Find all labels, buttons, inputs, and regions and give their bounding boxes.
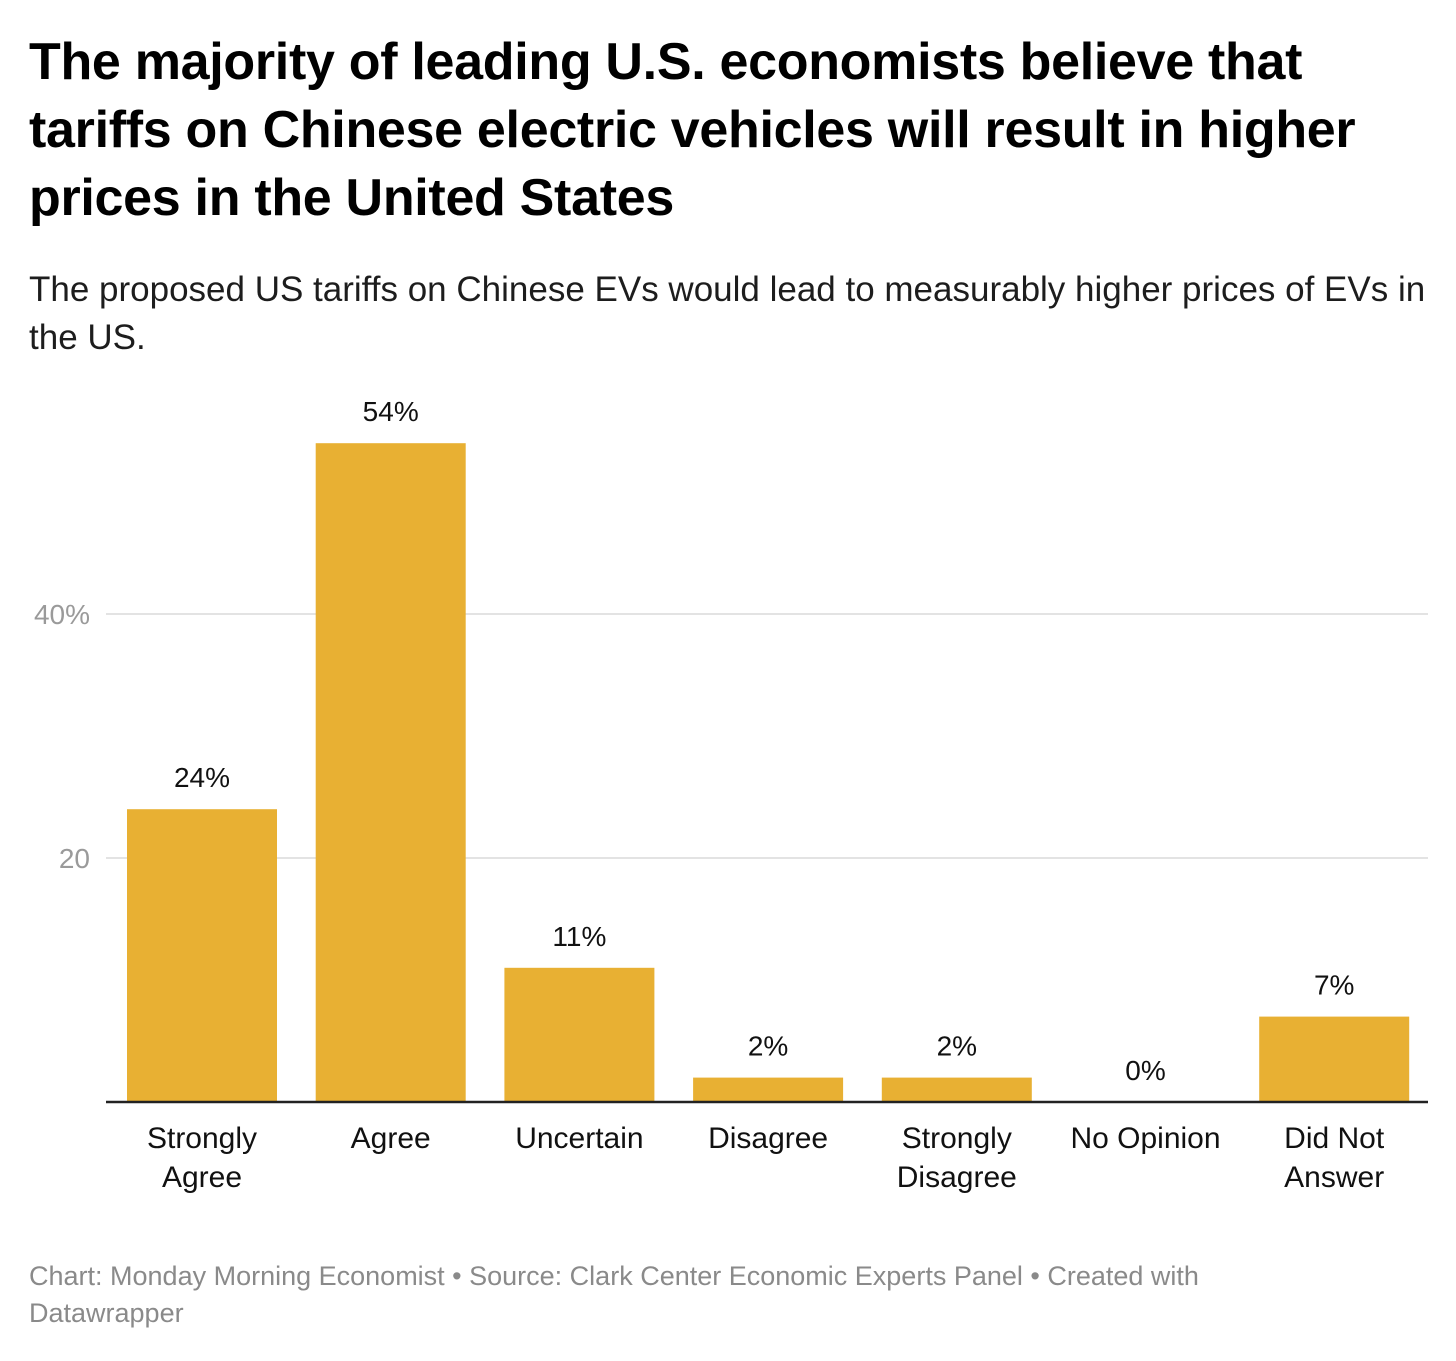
bar [315,443,466,1102]
bar-value-label: 2% [748,1031,788,1062]
bars [127,443,1410,1102]
category-label: Strongly [902,1122,1012,1155]
category-label: Uncertain [515,1122,643,1155]
y-axis-ticks: 20 40% [34,599,90,874]
bar-value-label: 0% [1125,1055,1165,1086]
bar-value-label: 11% [552,921,606,952]
category-label: Strongly [147,1122,257,1155]
category-labels: Strongly Agree Agree Uncertain Disagree Stron… [147,1122,1385,1194]
category-label: Agree [351,1122,431,1155]
bar-value-label: 2% [937,1031,977,1062]
category-label: Disagree [708,1122,828,1155]
footer-credit-line-2: Datawrapper [29,1298,184,1328]
category-label: Agree [162,1161,242,1194]
bar [504,967,655,1102]
chart-subtitle: The proposed US tariffs on Chinese EVs w… [29,270,1426,357]
category-label: Did Not [1284,1122,1385,1155]
category-label: No Opinion [1070,1122,1220,1155]
bar-value-label: 24% [174,762,230,793]
value-labels: 24% 54% 11% 2% 2% 0% 7% [174,396,1354,1086]
bar-value-label: 54% [363,396,419,427]
category-label: Answer [1284,1161,1384,1194]
chart-footer: Chart: Monday Morning Economist • Source… [29,1258,1429,1332]
y-tick-label: 40% [34,599,90,630]
bar [693,1077,844,1102]
bar [1259,1016,1410,1102]
footer-credit-line: Chart: Monday Morning Economist • Source… [29,1261,1199,1291]
y-tick-label: 20 [59,843,90,874]
bar-chart: 20 40% 24% 54% 11% 2% 2% 0% 7% Strongly Agree Agr… [34,396,1428,1194]
bar-value-label: 7% [1314,970,1354,1001]
chart-title: The majority of leading U.S. economists … [29,33,1356,227]
bar [127,809,277,1102]
bar [881,1077,1032,1102]
category-label: Disagree [897,1161,1017,1194]
gridlines [106,613,1428,859]
